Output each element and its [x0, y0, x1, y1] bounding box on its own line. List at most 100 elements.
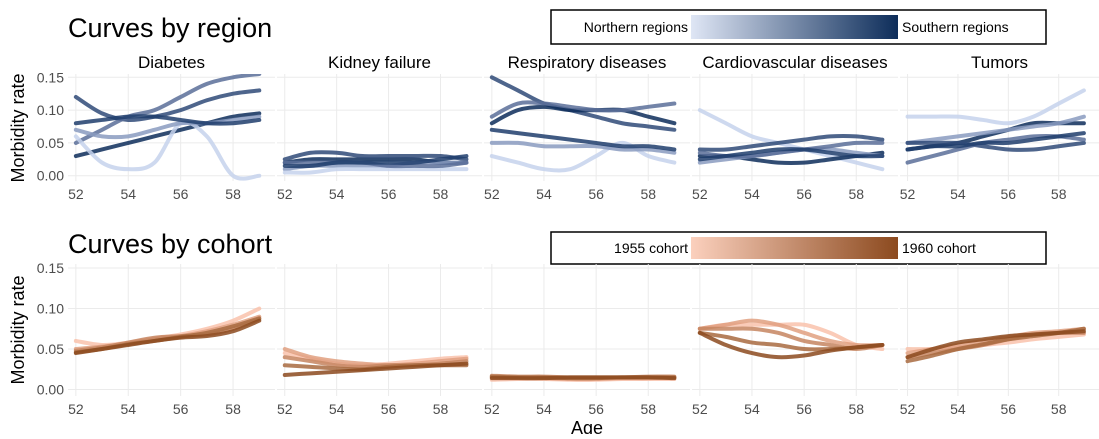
panel [489, 373, 677, 382]
legend-colorbar [691, 237, 898, 259]
x-tick-label: 56 [1001, 401, 1017, 417]
curve [282, 150, 469, 162]
x-tick-label: 58 [225, 186, 241, 202]
x-tick-label: 56 [588, 186, 604, 202]
curve [697, 108, 885, 172]
y-tick-label: 0.00 [37, 168, 64, 184]
curve [73, 74, 262, 145]
curve [905, 329, 1086, 360]
x-tick-label: 58 [1051, 186, 1067, 202]
x-tick-label: 56 [796, 401, 812, 417]
y-axis-label: Morbidity rate [8, 73, 28, 182]
x-tick-label: 58 [848, 186, 864, 202]
legend-low: 1955 cohort [614, 240, 688, 256]
facet-title: Cardiovascular diseases [702, 53, 887, 72]
x-tick-label: 58 [433, 401, 449, 417]
x-tick-label: 56 [173, 401, 189, 417]
curve [905, 114, 1086, 145]
curve [73, 111, 262, 159]
y-axis-label: Morbidity rate [8, 275, 28, 384]
curve [282, 166, 469, 175]
y-tick-label: 0.00 [37, 382, 64, 398]
facet-title: Tumors [971, 53, 1028, 72]
curve [282, 361, 469, 377]
x-tick-label: 56 [381, 401, 397, 417]
y-tick-label: 0.05 [37, 341, 64, 357]
x-tick-label: 58 [1051, 401, 1067, 417]
curve [697, 147, 885, 162]
x-tick-label: 54 [950, 401, 966, 417]
x-tick-label: 54 [329, 401, 345, 417]
curve [905, 131, 1086, 152]
panel [282, 347, 469, 377]
panel [697, 318, 885, 360]
curve [73, 318, 262, 356]
y-tick-label: 0.10 [37, 102, 64, 118]
panel [905, 88, 1086, 165]
x-tick-label: 54 [120, 186, 136, 202]
curve [489, 127, 677, 152]
x-tick-label: 52 [900, 401, 916, 417]
curve [697, 133, 885, 152]
panel [905, 326, 1086, 364]
x-tick-label: 52 [692, 401, 708, 417]
x-tick-label: 52 [68, 186, 84, 202]
x-axis-label: Age [571, 418, 603, 434]
x-tick-label: 56 [1001, 186, 1017, 202]
panel [489, 75, 677, 173]
x-tick-label: 54 [329, 186, 345, 202]
panel [73, 74, 262, 181]
curve [905, 88, 1086, 126]
x-tick-label: 56 [173, 186, 189, 202]
x-tick-label: 52 [692, 186, 708, 202]
x-tick-label: 56 [588, 401, 604, 417]
y-tick-label: 0.15 [37, 69, 64, 85]
x-tick-label: 58 [848, 401, 864, 417]
curve [489, 140, 677, 155]
x-tick-label: 52 [277, 186, 293, 202]
x-tick-label: 54 [744, 186, 760, 202]
curve [697, 318, 885, 348]
legend-colorbar [691, 15, 898, 39]
x-tick-label: 52 [484, 186, 500, 202]
curve [73, 120, 262, 181]
legend-high: 1960 cohort [902, 240, 976, 256]
curve [73, 114, 262, 126]
chart-title: Curves by cohort [68, 229, 273, 259]
x-tick-label: 54 [744, 401, 760, 417]
x-tick-label: 54 [536, 186, 552, 202]
legend-low: Northern regions [584, 19, 688, 35]
x-tick-label: 58 [640, 186, 656, 202]
x-tick-label: 54 [536, 401, 552, 417]
curve [489, 100, 677, 119]
x-tick-label: 54 [950, 186, 966, 202]
panel [697, 108, 885, 172]
legend-high: Southern regions [902, 19, 1009, 35]
chart-title: Curves by region [68, 13, 272, 43]
curve [282, 154, 469, 169]
x-tick-label: 54 [120, 401, 136, 417]
facet-title: Diabetes [138, 53, 205, 72]
x-tick-label: 52 [277, 401, 293, 417]
curve [489, 140, 677, 173]
curve [73, 88, 262, 123]
curve [73, 114, 262, 140]
panel [73, 306, 262, 356]
x-tick-label: 58 [640, 401, 656, 417]
facet-title: Respiratory diseases [508, 53, 667, 72]
x-tick-label: 52 [484, 401, 500, 417]
x-tick-label: 56 [381, 186, 397, 202]
x-tick-label: 52 [900, 186, 916, 202]
facet-title: Kidney failure [328, 53, 431, 72]
curve [489, 375, 677, 381]
x-tick-label: 58 [225, 401, 241, 417]
curve [697, 330, 885, 360]
y-tick-label: 0.15 [37, 260, 64, 276]
curve [905, 140, 1086, 152]
curve [489, 75, 677, 132]
x-tick-label: 58 [433, 186, 449, 202]
y-tick-label: 0.10 [37, 301, 64, 317]
y-tick-label: 0.05 [37, 135, 64, 151]
x-tick-label: 56 [796, 186, 812, 202]
